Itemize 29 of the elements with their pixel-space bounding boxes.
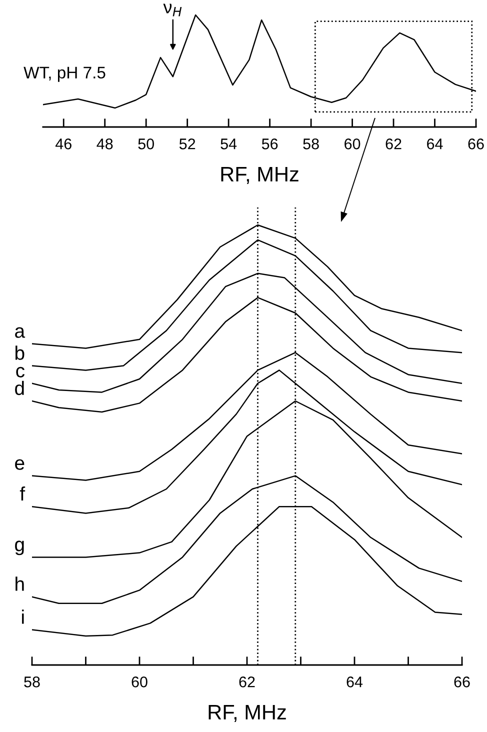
x-tick-label: 52 [179, 138, 196, 150]
x-tick-label: 56 [262, 138, 278, 150]
x-tick-label: 58 [24, 676, 40, 688]
series-label: c [16, 366, 25, 378]
x-tick-label: 66 [468, 138, 484, 150]
x-tick-label: 58 [303, 138, 319, 150]
series-label: g [15, 540, 24, 556]
x-tick-label: 54 [220, 138, 237, 150]
series-label: f [20, 486, 26, 501]
x-axis-title: RF, MHz [208, 705, 286, 722]
series-label: i [22, 610, 24, 624]
series-label: a [15, 327, 26, 338]
x-tick-label: 48 [96, 138, 113, 150]
series-label: h [16, 576, 24, 591]
series-label: WT, pH 7.5 [24, 66, 106, 82]
x-tick-label: 64 [427, 138, 443, 150]
x-tick-label: 60 [344, 138, 360, 150]
series-label: d [15, 380, 24, 396]
x-tick-label: 60 [132, 676, 148, 688]
x-tick-label: 64 [346, 676, 363, 688]
series-label: b [15, 346, 24, 360]
x-tick-label: 66 [454, 676, 470, 688]
x-tick-label: 46 [55, 138, 72, 150]
x-tick-label: 62 [386, 138, 402, 150]
series-label: e [15, 459, 24, 470]
x-tick-label: 50 [138, 138, 154, 150]
x-axis-title: RF, MHz [221, 167, 298, 184]
annotation: ν$_{H}$ [163, 4, 182, 16]
x-tick-label: 62 [239, 676, 255, 688]
